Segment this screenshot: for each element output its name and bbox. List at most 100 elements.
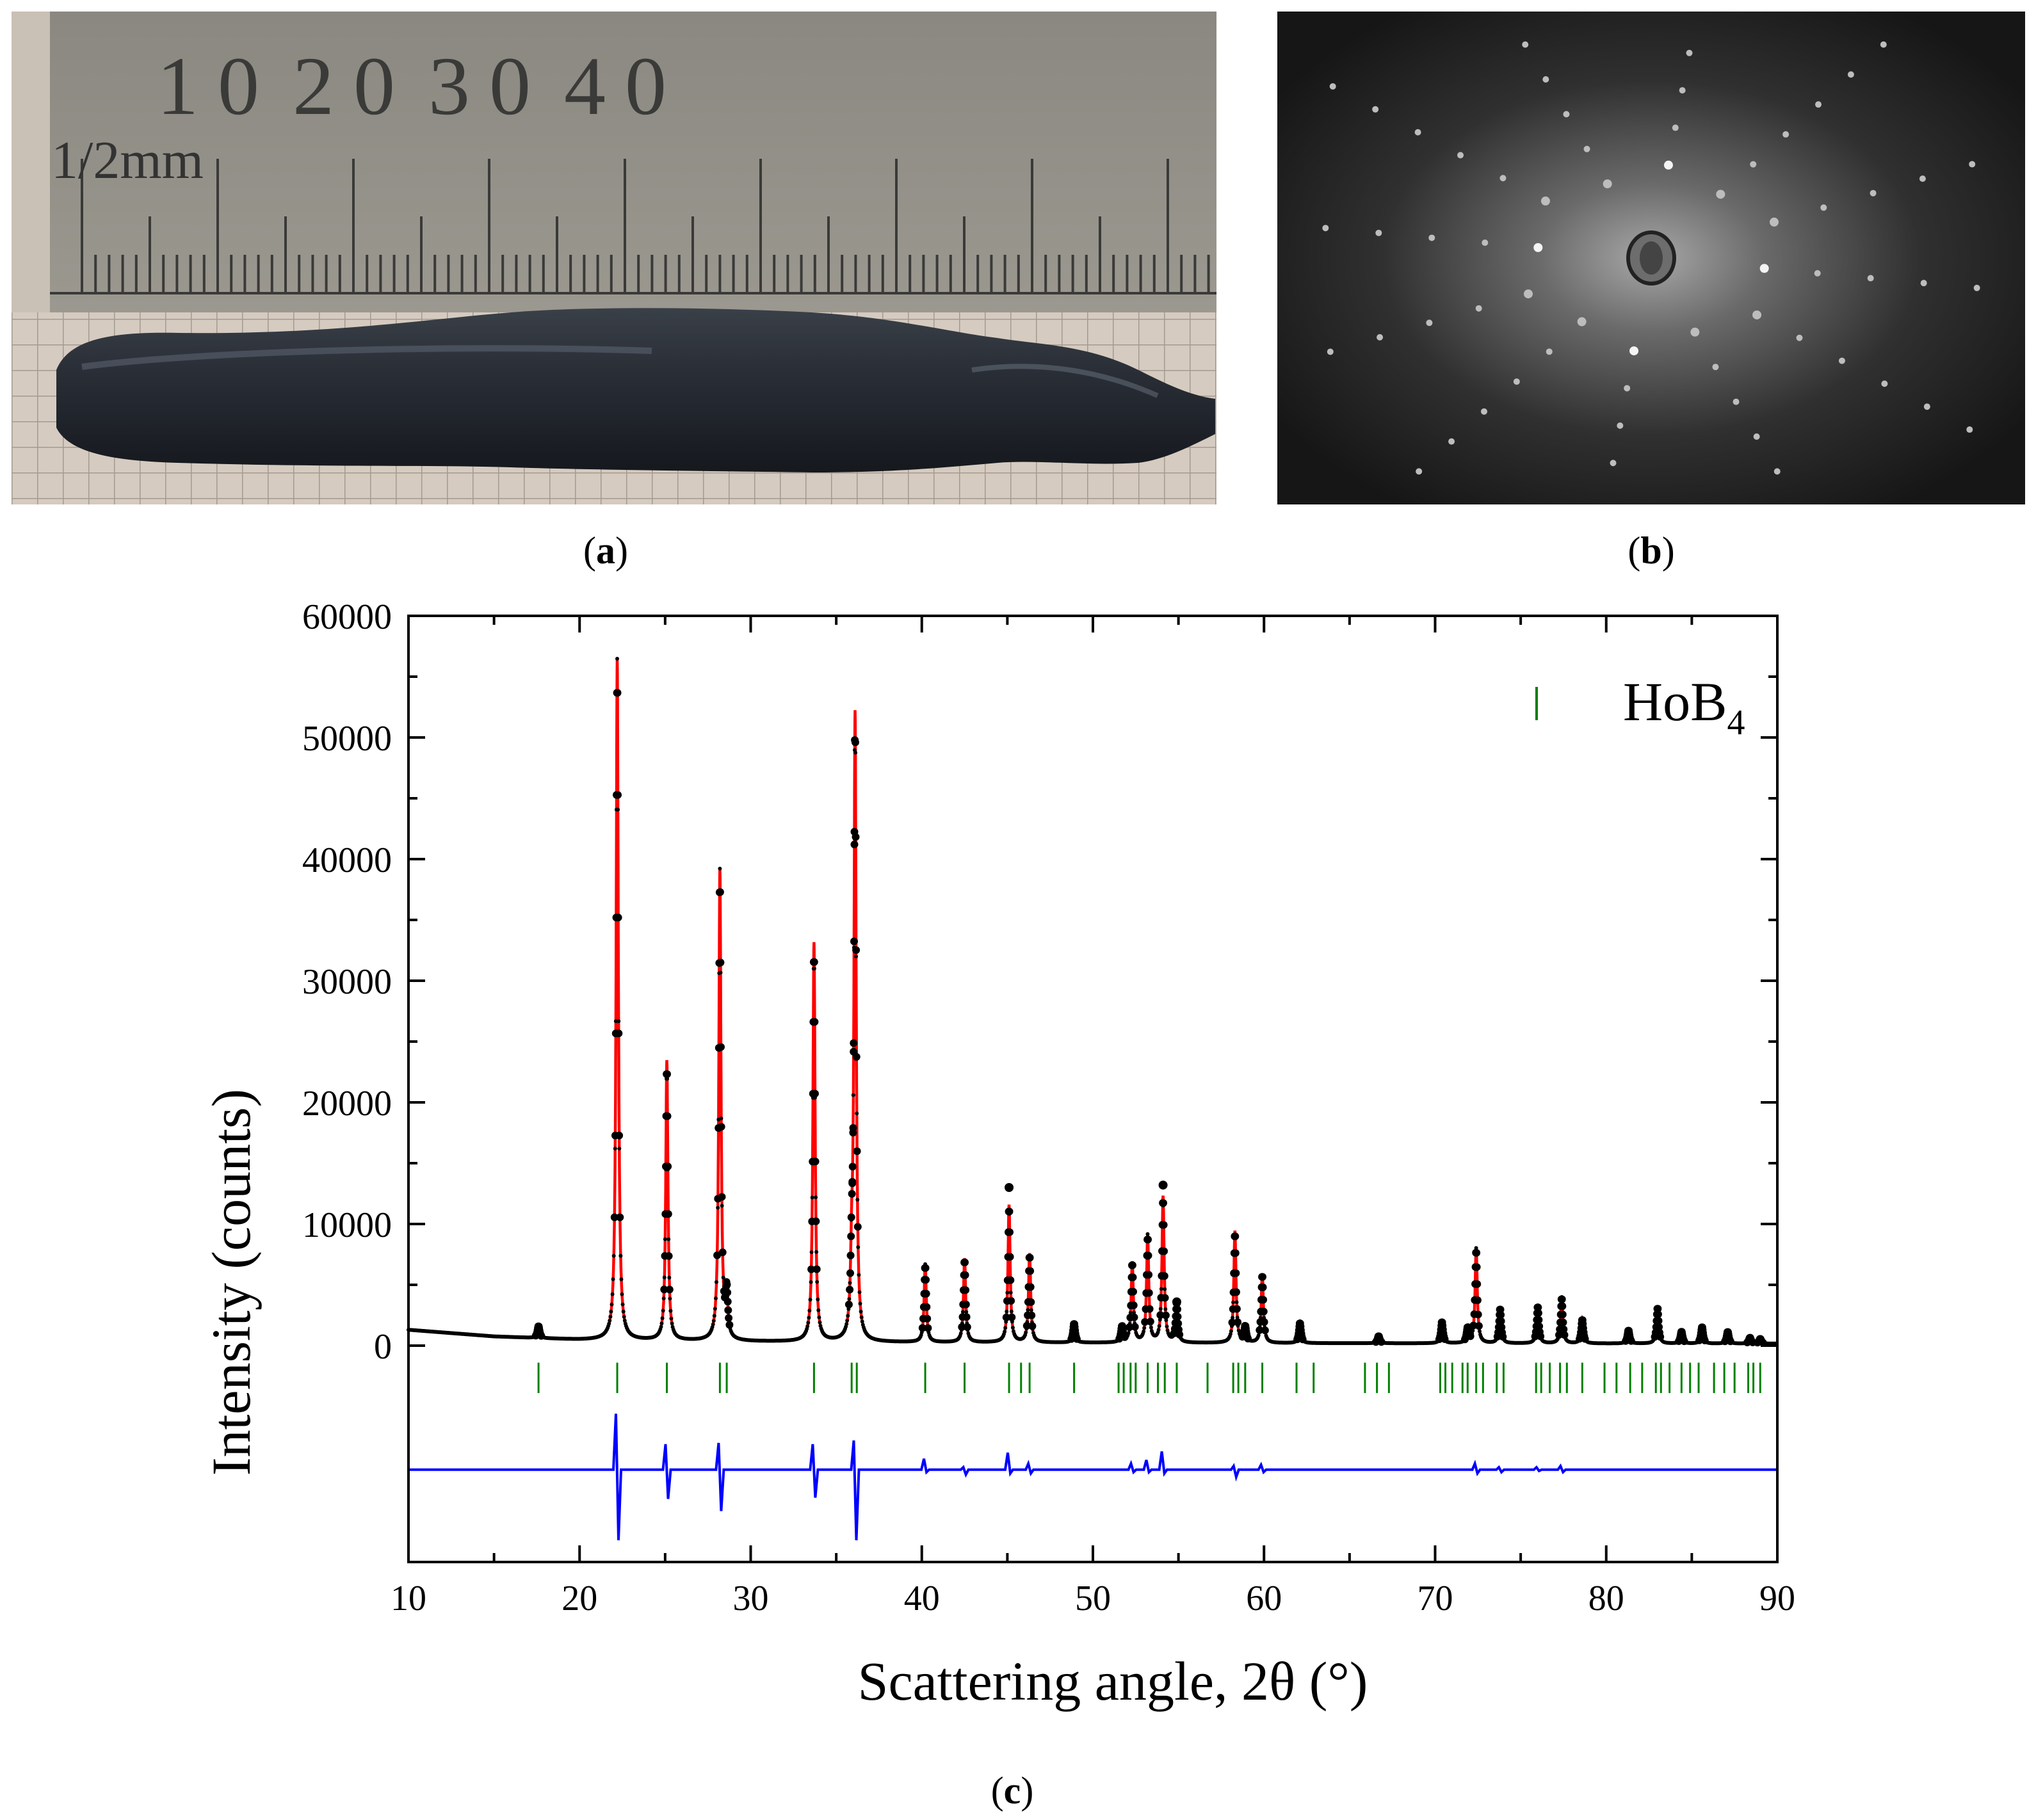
observed-point (855, 1198, 860, 1202)
observed-point (1231, 1316, 1235, 1320)
observed-point (814, 1195, 818, 1200)
observed-point (818, 1320, 822, 1325)
observed-point (848, 1178, 857, 1186)
observed-point (717, 1043, 725, 1051)
laue-spot (1624, 385, 1631, 392)
legend: HoB4 (1535, 671, 1745, 743)
observed-point (1005, 1309, 1009, 1314)
y-tick-label: 10000 (302, 1205, 392, 1245)
observed-point (1377, 1338, 1386, 1346)
laue-spot (1690, 327, 1700, 337)
observed-point (615, 657, 619, 661)
observed-point (610, 1302, 614, 1307)
ruler-labels: 10 20 30 40 (157, 40, 667, 133)
observed-point (1231, 1300, 1236, 1305)
observed-point (815, 1280, 820, 1284)
observed-point (663, 1070, 671, 1078)
observed-point (610, 1213, 618, 1221)
observed-point (807, 1309, 812, 1313)
observed-point (1259, 1283, 1267, 1291)
observed-point (857, 1290, 862, 1294)
observed-point (719, 1116, 723, 1121)
observed-point (852, 738, 859, 746)
observed-point (852, 1052, 860, 1061)
laue-spot (1712, 364, 1719, 371)
observed-point (1293, 1335, 1302, 1344)
observed-point (853, 750, 858, 755)
laue-spot (1880, 41, 1887, 48)
observed-point (717, 1123, 725, 1131)
observed-point (615, 1029, 623, 1038)
laue-spot (1782, 131, 1790, 138)
laue-spot (1750, 161, 1757, 168)
y-tick-label: 30000 (302, 962, 392, 1002)
observed-point (1474, 1246, 1478, 1250)
bragg-reflection-ticks (537, 1362, 1761, 1394)
observed-point (1435, 1335, 1443, 1343)
observed-point (1144, 1236, 1152, 1244)
observed-point (816, 1308, 821, 1312)
laue-spot (1867, 275, 1874, 282)
observed-point (850, 841, 859, 849)
observed-point (665, 1285, 674, 1294)
legend-label-subscript: 4 (1727, 703, 1745, 743)
observed-point (1558, 1302, 1567, 1310)
ruler-label: 30 (428, 40, 550, 133)
observed-point (963, 1323, 971, 1331)
observed-point (1161, 1294, 1169, 1302)
observed-point (1026, 1267, 1035, 1275)
observed-point (667, 1237, 671, 1241)
observed-point (664, 1163, 672, 1171)
laue-spot (1327, 348, 1334, 355)
plot-frame (407, 615, 1779, 1563)
y-tick-label: 0 (374, 1327, 392, 1367)
observed-point (712, 1314, 716, 1318)
observed-point (668, 1296, 672, 1301)
laue-spot (1563, 111, 1570, 118)
observed-point (923, 1303, 931, 1311)
observed-point (855, 1111, 859, 1116)
observed-point (958, 1331, 963, 1335)
laue-spot (1966, 426, 1973, 433)
observed-point (1260, 1318, 1268, 1326)
crystal-photo: 10 20 30 40 1/2mm (12, 12, 1216, 504)
observed-point (1120, 1333, 1129, 1341)
observed-point (608, 1318, 612, 1323)
observed-point (1129, 1287, 1137, 1296)
observed-point (668, 1309, 673, 1313)
observed-point (1236, 1328, 1241, 1333)
observed-point (851, 1093, 855, 1097)
laue-spot (1414, 129, 1421, 136)
observed-point (1627, 1337, 1635, 1345)
laue-spot (1973, 284, 1980, 291)
observed-point (1558, 1295, 1566, 1303)
observed-point (846, 1269, 854, 1277)
observed-point (856, 1245, 860, 1250)
observed-point (1478, 1329, 1482, 1333)
observed-point (810, 958, 818, 966)
observed-point (721, 1275, 725, 1280)
observed-point (1160, 1272, 1168, 1280)
observed-point (812, 967, 816, 970)
observed-point (1534, 1303, 1542, 1312)
ruler-ticks (50, 159, 1216, 294)
observed-point (1474, 1310, 1482, 1319)
observed-point (1560, 1331, 1569, 1339)
observed-point (622, 1314, 626, 1319)
observed-point (1493, 1332, 1501, 1341)
laue-spot (1920, 280, 1927, 287)
observed-point (846, 1314, 850, 1318)
observed-point (713, 1307, 717, 1311)
observed-point (1027, 1298, 1035, 1306)
laue-spot (1870, 189, 1877, 197)
observed-point (1072, 1335, 1081, 1343)
observed-point (1259, 1296, 1268, 1304)
observed-point (718, 866, 722, 871)
observed-point (854, 954, 859, 959)
laue-spot (1679, 87, 1686, 94)
observed-point (924, 1324, 932, 1332)
observed-point (844, 1300, 853, 1309)
observed-point (1234, 1300, 1239, 1305)
observed-point (1497, 1317, 1505, 1325)
observed-point (806, 1321, 811, 1325)
